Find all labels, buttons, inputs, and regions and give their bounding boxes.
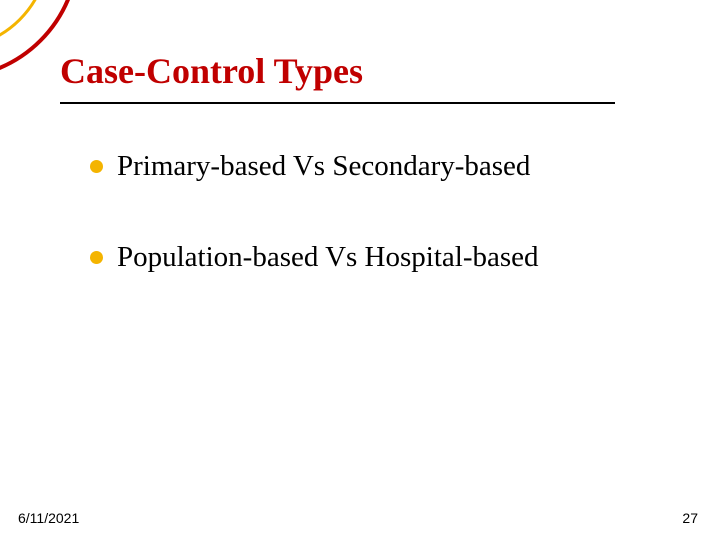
bullet-icon [90,251,103,264]
bullet-list: Primary-based Vs Secondary-based Populat… [90,150,650,332]
bullet-text: Population-based Vs Hospital-based [117,241,539,274]
title-underline [60,102,615,104]
list-item: Primary-based Vs Secondary-based [90,150,650,183]
footer-page-number: 27 [682,510,698,526]
footer-date: 6/11/2021 [18,510,79,526]
slide-title: Case-Control Types [60,50,363,92]
slide: Case-Control Types Primary-based Vs Seco… [0,0,720,540]
list-item: Population-based Vs Hospital-based [90,241,650,274]
bullet-icon [90,160,103,173]
bullet-text: Primary-based Vs Secondary-based [117,150,530,183]
